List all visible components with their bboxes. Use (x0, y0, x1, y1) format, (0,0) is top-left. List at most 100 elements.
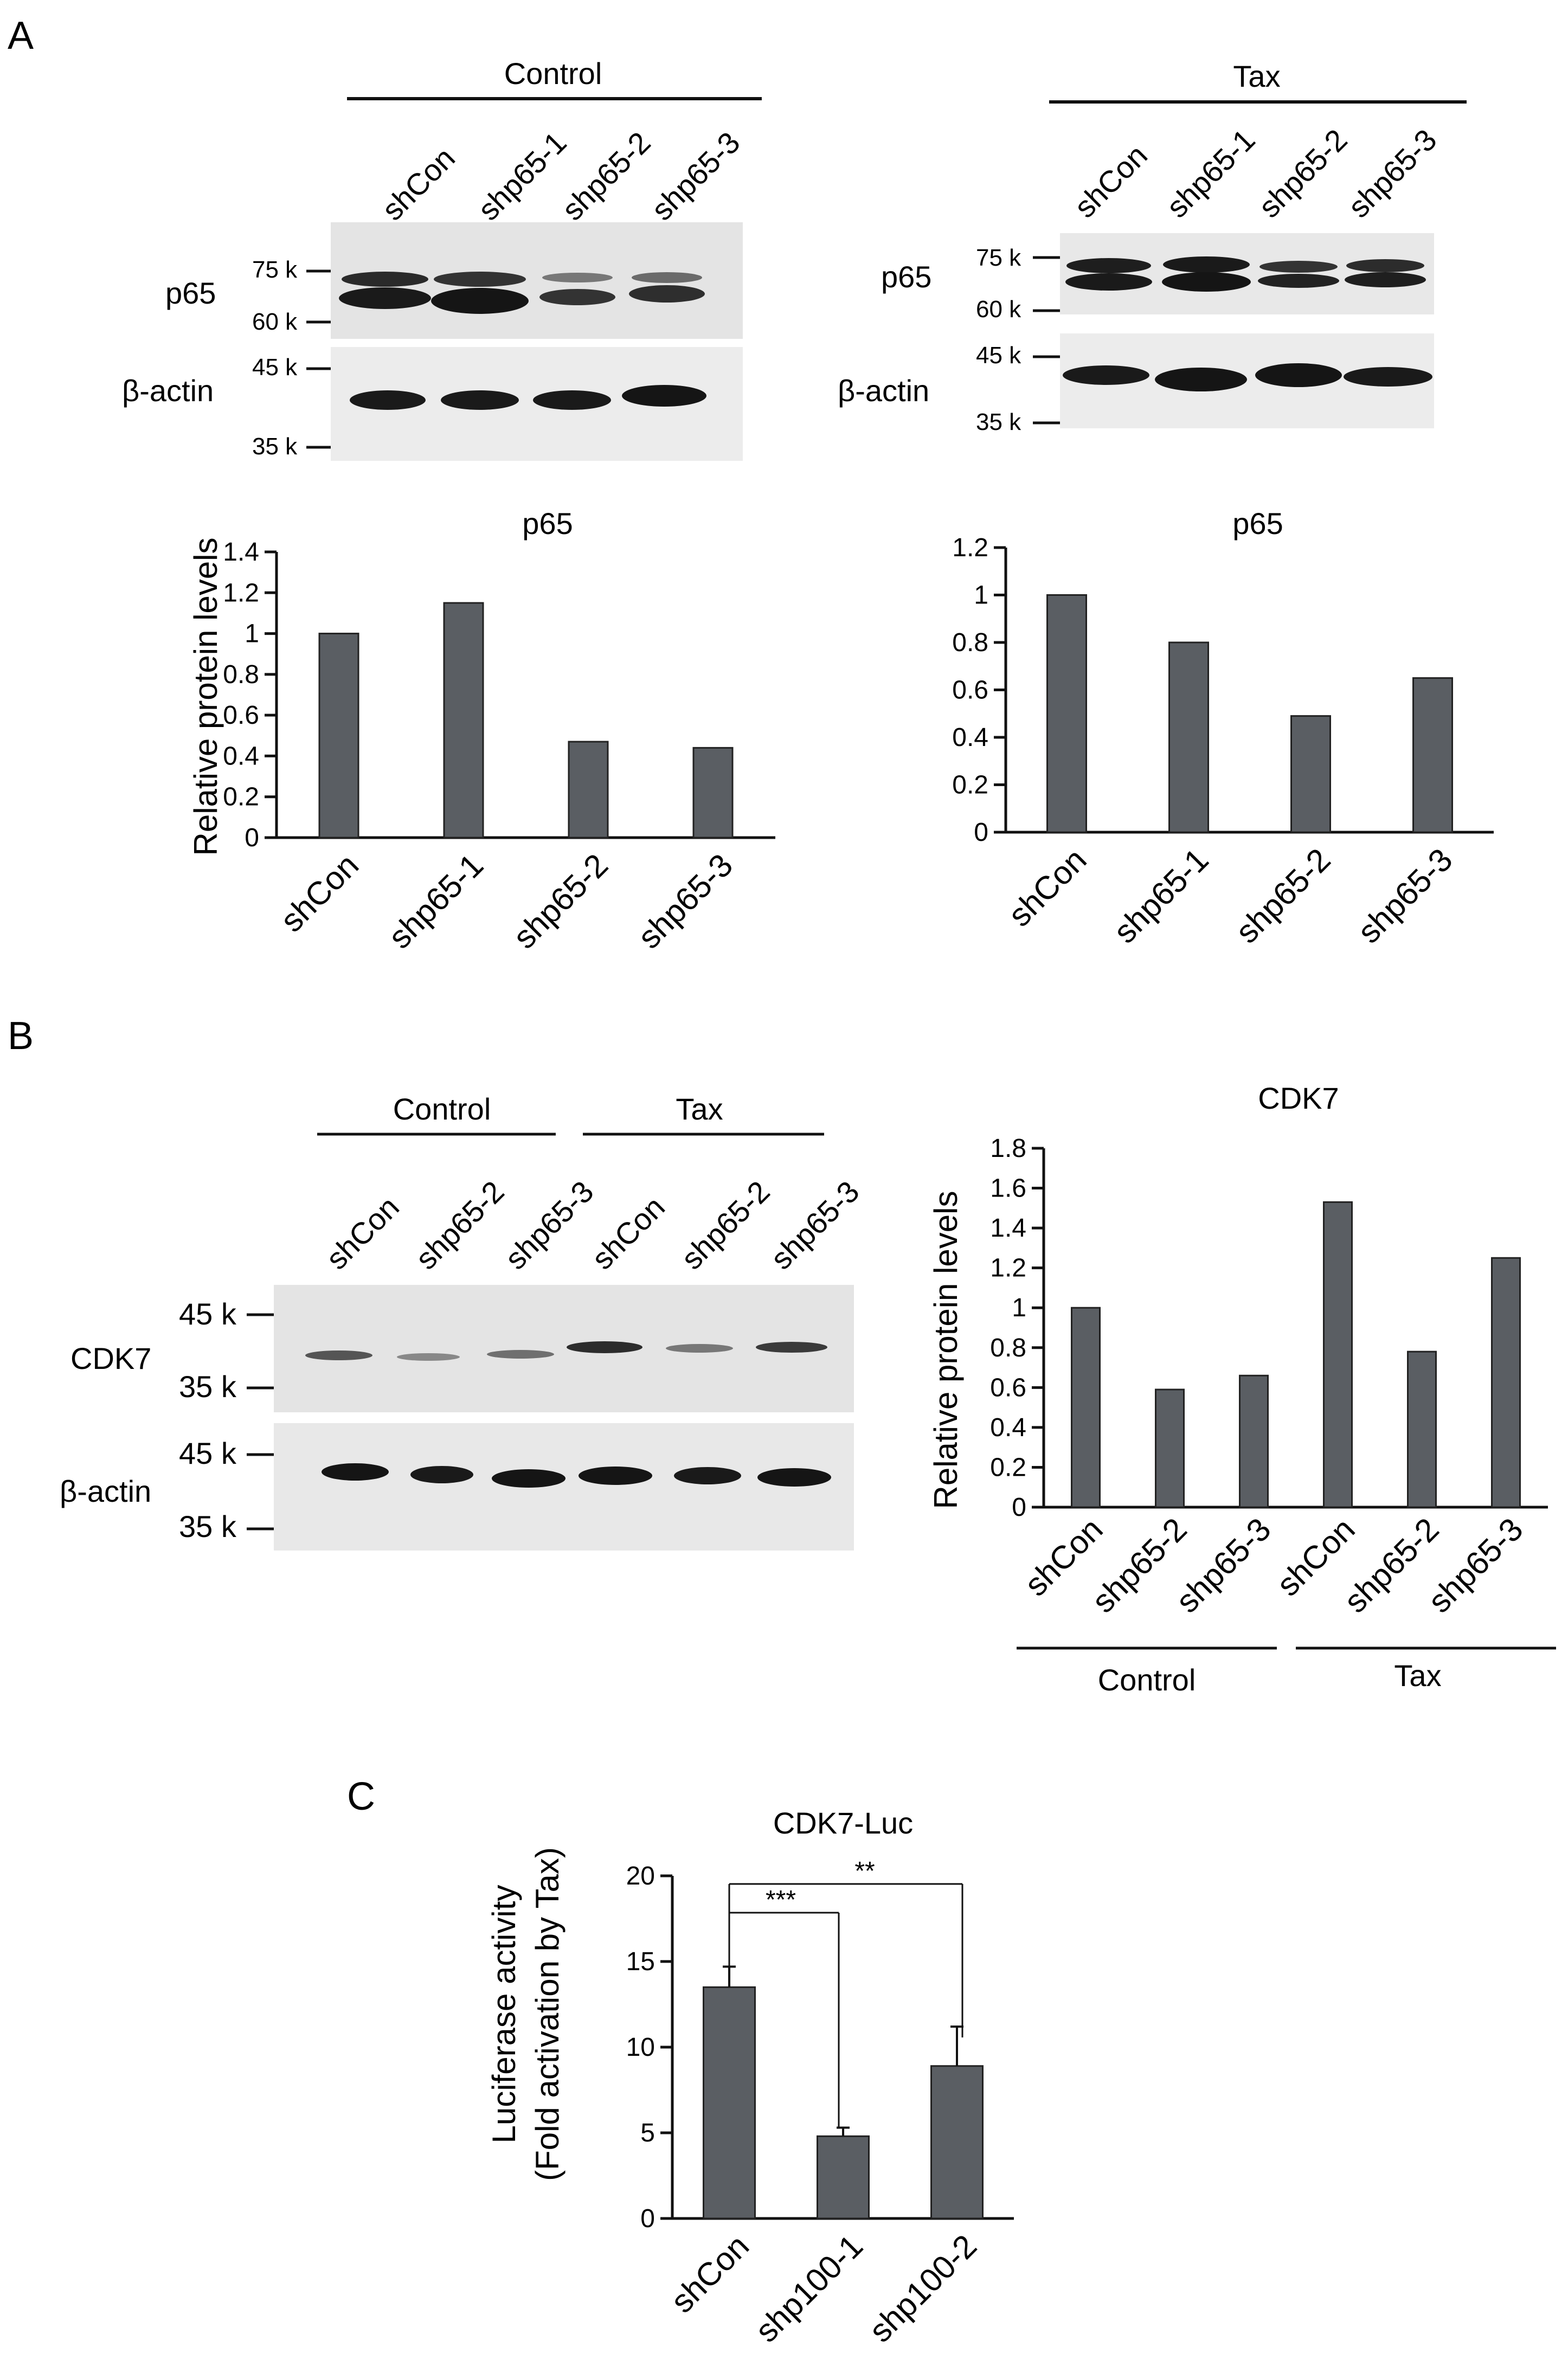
x-tick-label: shCon (273, 847, 365, 939)
x-tick-label: shp65-2 (1085, 1511, 1194, 1620)
marker-60k: 60 k (252, 308, 298, 335)
y-tick-label: 0.2 (952, 771, 988, 800)
bar (1323, 1201, 1353, 1508)
bar (1491, 1257, 1521, 1508)
y-tick-label: 0.8 (990, 1334, 1026, 1362)
lane-label: shCon (319, 1189, 406, 1276)
y-tick-label: 0 (1012, 1493, 1026, 1522)
chart-cdk7-luc: CDK7-Luc Luciferase activity (Fold activ… (486, 1806, 1014, 2349)
lane-label: shp65-3 (645, 125, 747, 227)
y-tick-label: 1.2 (952, 533, 988, 562)
x-tick-label: shp65-3 (631, 847, 740, 956)
chart-title: p65 (522, 506, 573, 541)
group-label-tax: Tax (676, 1092, 723, 1126)
band (1346, 259, 1424, 272)
band (632, 272, 702, 283)
panel-label-c: C (347, 1775, 375, 1818)
bar (1155, 1388, 1185, 1508)
bar (817, 2135, 870, 2220)
blot-membrane-actin (274, 1423, 854, 1551)
bar (1168, 641, 1209, 833)
band (1063, 365, 1149, 385)
y-tick-label: 1 (1012, 1294, 1026, 1322)
band (533, 390, 611, 410)
y-tick-label: 1.2 (990, 1254, 1026, 1283)
chart-title: CDK7 (1258, 1081, 1339, 1115)
row-label-actin: β-actin (838, 374, 929, 408)
y-tick-label: 0 (245, 824, 259, 852)
marker-45k: 45 k (179, 1436, 237, 1470)
chart-p65-control: p65 Relative protein levels 0 0.2 0.4 0.6 0.… (188, 506, 775, 956)
lane-label: shCon (585, 1189, 671, 1276)
x-tick-label: shp65-2 (506, 847, 615, 956)
band (1344, 367, 1432, 387)
panel-label-a: A (8, 14, 34, 57)
y-tick-label: 0.2 (223, 783, 259, 812)
y-axis-label: Relative protein levels (188, 538, 224, 856)
band (1259, 261, 1338, 273)
blot-a-control: Control shCon shp65-1 shp65-2 shp65-3 p6… (122, 56, 762, 461)
band (622, 385, 706, 407)
bar (1290, 715, 1331, 833)
y-tick-label: 5 (640, 2119, 655, 2147)
band (579, 1467, 652, 1485)
lane-label: shp65-1 (471, 125, 573, 227)
band (539, 289, 615, 305)
row-label-p65: p65 (165, 276, 216, 310)
marker-75k: 75 k (976, 245, 1021, 271)
band (305, 1350, 372, 1360)
lane-label: shp65-2 (1252, 123, 1354, 224)
row-label-actin: β-actin (60, 1474, 151, 1508)
band (1345, 272, 1426, 287)
band (756, 1342, 827, 1353)
y-tick-label: 0.4 (990, 1413, 1026, 1442)
panel-label-b: B (8, 1014, 34, 1058)
y-tick-label: 1.4 (223, 538, 259, 567)
band (1258, 274, 1339, 288)
lane-label: shp65-3 (1341, 123, 1443, 224)
group-label-control: Control (393, 1092, 491, 1126)
chart-cdk7: CDK7 Relative protein levels Control Tax… (928, 1081, 1556, 1697)
bar (1239, 1374, 1269, 1508)
group-label-tax: Tax (1233, 59, 1280, 93)
row-label-cdk7: CDK7 (70, 1341, 151, 1375)
bar (692, 747, 734, 839)
marker-45k: 45 k (179, 1297, 237, 1331)
lane-label: shp65-3 (498, 1174, 600, 1276)
row-label-actin: β-actin (122, 374, 214, 408)
x-tick-label: shp65-1 (381, 847, 490, 956)
marker-45k: 45 k (976, 342, 1021, 369)
lane-label: shp65-2 (409, 1174, 511, 1276)
band (492, 1469, 565, 1488)
y-tick-label: 0.2 (990, 1453, 1026, 1482)
y-tick-label: 1.8 (990, 1134, 1026, 1163)
group-label-tax: Tax (1394, 1658, 1441, 1693)
y-tick-label: 0 (974, 818, 988, 847)
bar (703, 1986, 756, 2220)
band (674, 1467, 741, 1484)
x-tick-label: shp65-3 (1351, 841, 1460, 950)
chart-title: p65 (1232, 506, 1283, 541)
y-tick-label: 1 (245, 620, 259, 648)
lane-label: shp65-3 (764, 1174, 866, 1276)
band (434, 272, 526, 287)
band (666, 1344, 733, 1353)
row-label-p65: p65 (881, 260, 931, 294)
marker-35k: 35 k (179, 1369, 237, 1404)
y-tick-label: 0.6 (990, 1373, 1026, 1402)
band (1255, 363, 1342, 387)
x-tick-label: shp100-1 (748, 2228, 870, 2349)
y-tick-label: 1.4 (990, 1214, 1026, 1243)
band (410, 1466, 473, 1483)
sig-label: ** (854, 1857, 875, 1886)
x-tick-label: shp65-3 (1421, 1511, 1530, 1620)
bar (1412, 677, 1453, 833)
blot-b: Control Tax shCon shp65-2 shp65-3 shCon … (60, 1092, 866, 1551)
bar (1407, 1350, 1437, 1508)
marker-35k: 35 k (179, 1509, 237, 1543)
bar (1046, 594, 1087, 833)
lane-label: shp65-2 (674, 1174, 776, 1276)
band (567, 1341, 642, 1353)
lane-label: shp65-1 (1160, 123, 1262, 224)
y-tick-label: 1.2 (223, 578, 259, 607)
